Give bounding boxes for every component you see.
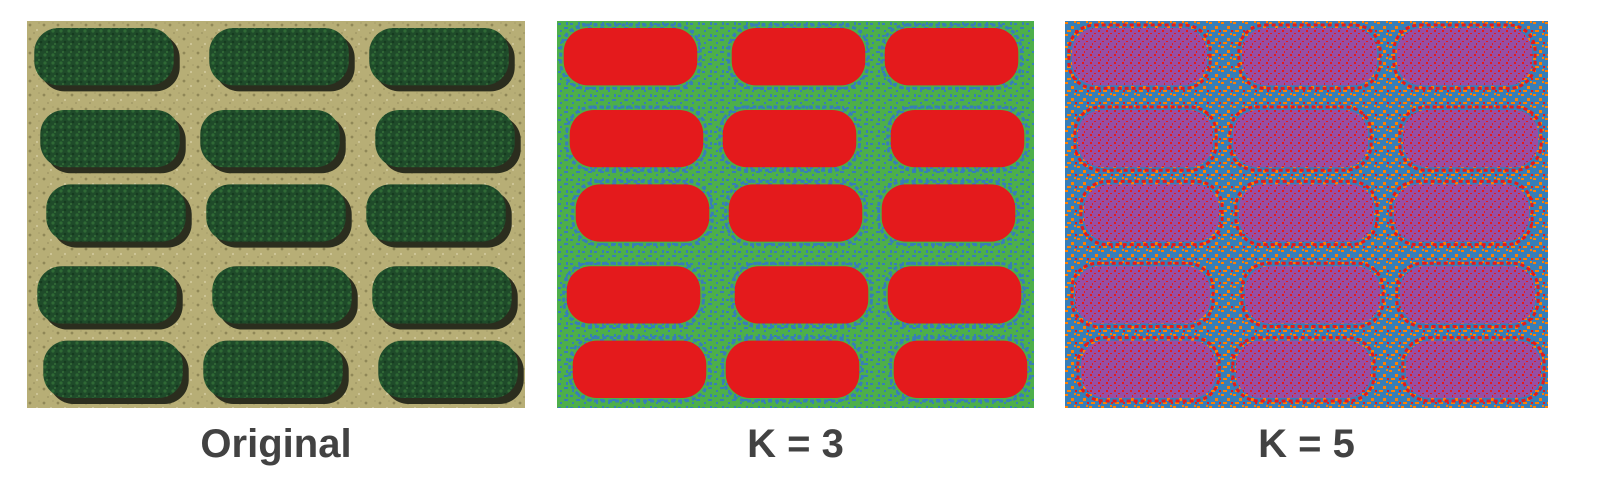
bush-canopy — [37, 266, 177, 324]
bush-edge — [1234, 179, 1379, 247]
bush-canopy — [212, 266, 352, 324]
bush-canopy — [572, 340, 707, 398]
bush-canopy — [1235, 340, 1372, 398]
bush-canopy — [378, 340, 518, 398]
bush-canopy — [569, 109, 704, 168]
original-aerial-image — [27, 21, 525, 408]
bush-edge — [1398, 105, 1543, 172]
bush-canopy — [46, 184, 186, 242]
bush-canopy — [203, 340, 343, 398]
bush-edge — [1231, 336, 1376, 403]
bush-canopy — [722, 109, 857, 168]
k5-caption: K = 5 — [1258, 422, 1355, 466]
bush-canopy — [731, 28, 866, 86]
bush-canopy — [1399, 266, 1536, 324]
bush-canopy — [209, 28, 349, 86]
bush-canopy — [366, 184, 506, 242]
bush-edge — [877, 179, 1020, 247]
bush-edge — [571, 179, 714, 247]
bush-canopy — [34, 28, 174, 86]
bush-canopy — [1080, 340, 1217, 398]
bush-canopy — [1396, 28, 1533, 86]
bush-edge — [1076, 336, 1221, 403]
bush-edge — [1240, 261, 1385, 329]
bush-edge — [1073, 105, 1218, 172]
bush-canopy — [893, 340, 1028, 398]
bush-canopy — [369, 28, 509, 86]
bush-canopy — [1077, 109, 1214, 168]
bush-canopy — [1238, 184, 1375, 242]
bush-canopy — [200, 109, 340, 168]
k3-segmentation-image — [557, 21, 1034, 408]
bush-canopy — [890, 109, 1025, 168]
bush-edge — [1392, 23, 1537, 90]
k5-cluster-panel — [1065, 21, 1548, 408]
original-image-panel — [27, 21, 525, 408]
bush-canopy — [563, 28, 698, 86]
bush-edge — [1237, 23, 1382, 90]
bush-edge — [559, 23, 702, 90]
k3-caption: K = 3 — [747, 422, 844, 466]
bush-edge — [1067, 23, 1212, 90]
bush-canopy — [881, 184, 1016, 242]
bush-canopy — [575, 184, 710, 242]
bush-canopy — [1402, 109, 1539, 168]
bush-canopy — [375, 109, 515, 168]
bush-edge — [886, 105, 1029, 172]
bush-edge — [730, 261, 873, 329]
bush-edge — [883, 261, 1026, 329]
bush-edge — [1395, 261, 1540, 329]
bush-canopy — [1393, 184, 1530, 242]
bush-canopy — [1244, 266, 1381, 324]
bush-canopy — [1083, 184, 1220, 242]
bush-canopy — [206, 184, 346, 242]
bush-canopy — [725, 340, 860, 398]
bush-canopy — [566, 266, 701, 324]
bush-edge — [568, 336, 711, 403]
bush-canopy — [1071, 28, 1208, 86]
k5-segmentation-image — [1065, 21, 1548, 408]
bush-edge — [565, 105, 708, 172]
bush-canopy — [1232, 109, 1369, 168]
original-caption: Original — [200, 422, 352, 466]
bush-canopy — [1074, 266, 1211, 324]
bush-edge — [721, 336, 864, 403]
bush-canopy — [734, 266, 869, 324]
bush-canopy — [728, 184, 863, 242]
bush-canopy — [43, 340, 183, 398]
bush-canopy — [884, 28, 1019, 86]
bush-edge — [880, 23, 1023, 90]
bush-edge — [562, 261, 705, 329]
bush-edge — [1070, 261, 1215, 329]
bush-canopy — [1405, 340, 1542, 398]
bush-edge — [889, 336, 1032, 403]
bush-canopy — [372, 266, 512, 324]
bush-edge — [724, 179, 867, 247]
bush-edge — [1079, 179, 1224, 247]
bush-edge — [727, 23, 870, 90]
bush-canopy — [887, 266, 1022, 324]
bush-edge — [1228, 105, 1373, 172]
bush-canopy — [40, 109, 180, 168]
k3-cluster-panel — [557, 21, 1034, 408]
bush-canopy — [1241, 28, 1378, 86]
bush-edge — [718, 105, 861, 172]
bush-edge — [1389, 179, 1534, 247]
bush-edge — [1401, 336, 1546, 403]
